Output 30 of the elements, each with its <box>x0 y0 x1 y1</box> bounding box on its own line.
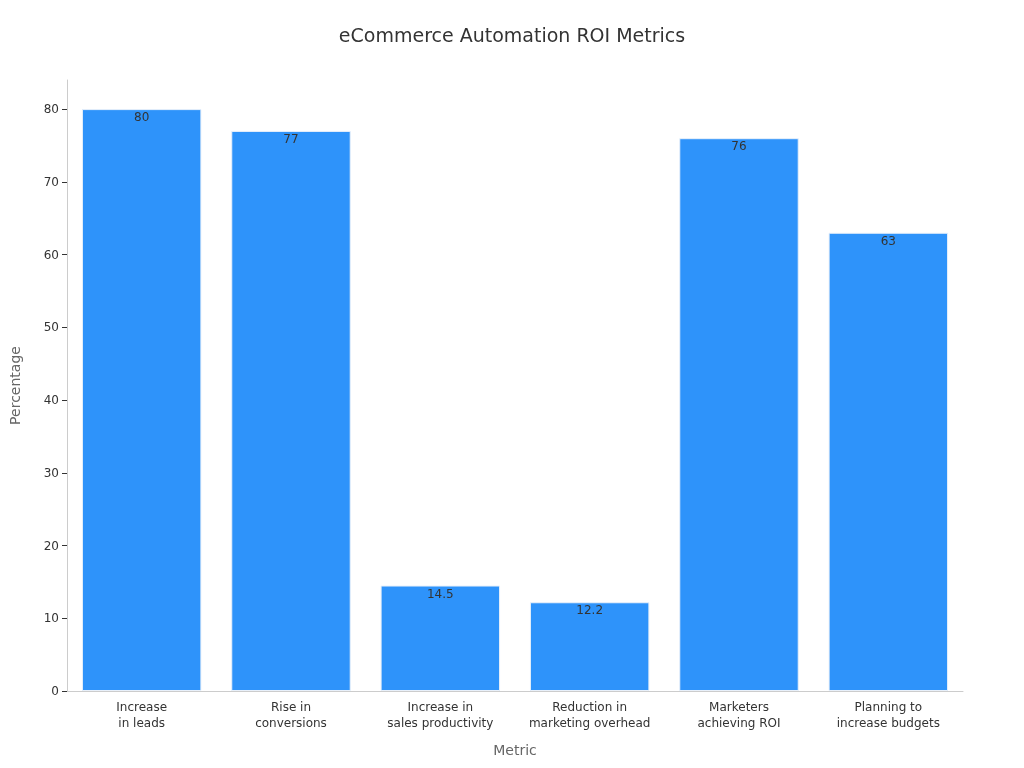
data-label: 76 <box>731 139 747 154</box>
bar <box>81 109 202 691</box>
x-tick-label: Rise in conversions <box>255 700 327 730</box>
y-tick-label: 30 <box>43 465 59 480</box>
x-tick-label: Increase in leads <box>116 700 168 730</box>
y-tick-label: 60 <box>43 247 59 262</box>
bar <box>679 138 799 691</box>
bar <box>828 232 949 691</box>
data-label: 63 <box>880 233 896 248</box>
x-tick-label: Planning to increase budgets <box>836 700 940 730</box>
y-tick-label: 40 <box>43 393 59 408</box>
x-tick-label: Reduction in marketing overhead <box>528 700 651 730</box>
x-tick-label: Increase in sales productivity <box>387 700 494 730</box>
x-tick-label: Marketers achieving ROI <box>697 700 781 730</box>
bar <box>529 602 650 691</box>
y-tick-label: 50 <box>43 320 59 335</box>
y-tick-label: 20 <box>43 538 59 553</box>
data-label: 12.2 <box>576 603 604 618</box>
y-tick-label: 70 <box>43 174 59 189</box>
y-tick-label: 10 <box>43 611 59 626</box>
data-label: 77 <box>283 131 299 146</box>
y-axis-title: Percentage <box>7 346 23 425</box>
y-tick-label: 0 <box>51 684 59 698</box>
chart-title: eCommerce Automation ROI Metrics <box>338 23 686 46</box>
x-axis-title: Metric <box>493 742 537 758</box>
data-label: 80 <box>134 110 150 125</box>
data-label: 14.5 <box>426 586 454 601</box>
bar <box>380 585 501 691</box>
y-tick-label: 80 <box>43 102 59 117</box>
bar <box>231 130 351 691</box>
